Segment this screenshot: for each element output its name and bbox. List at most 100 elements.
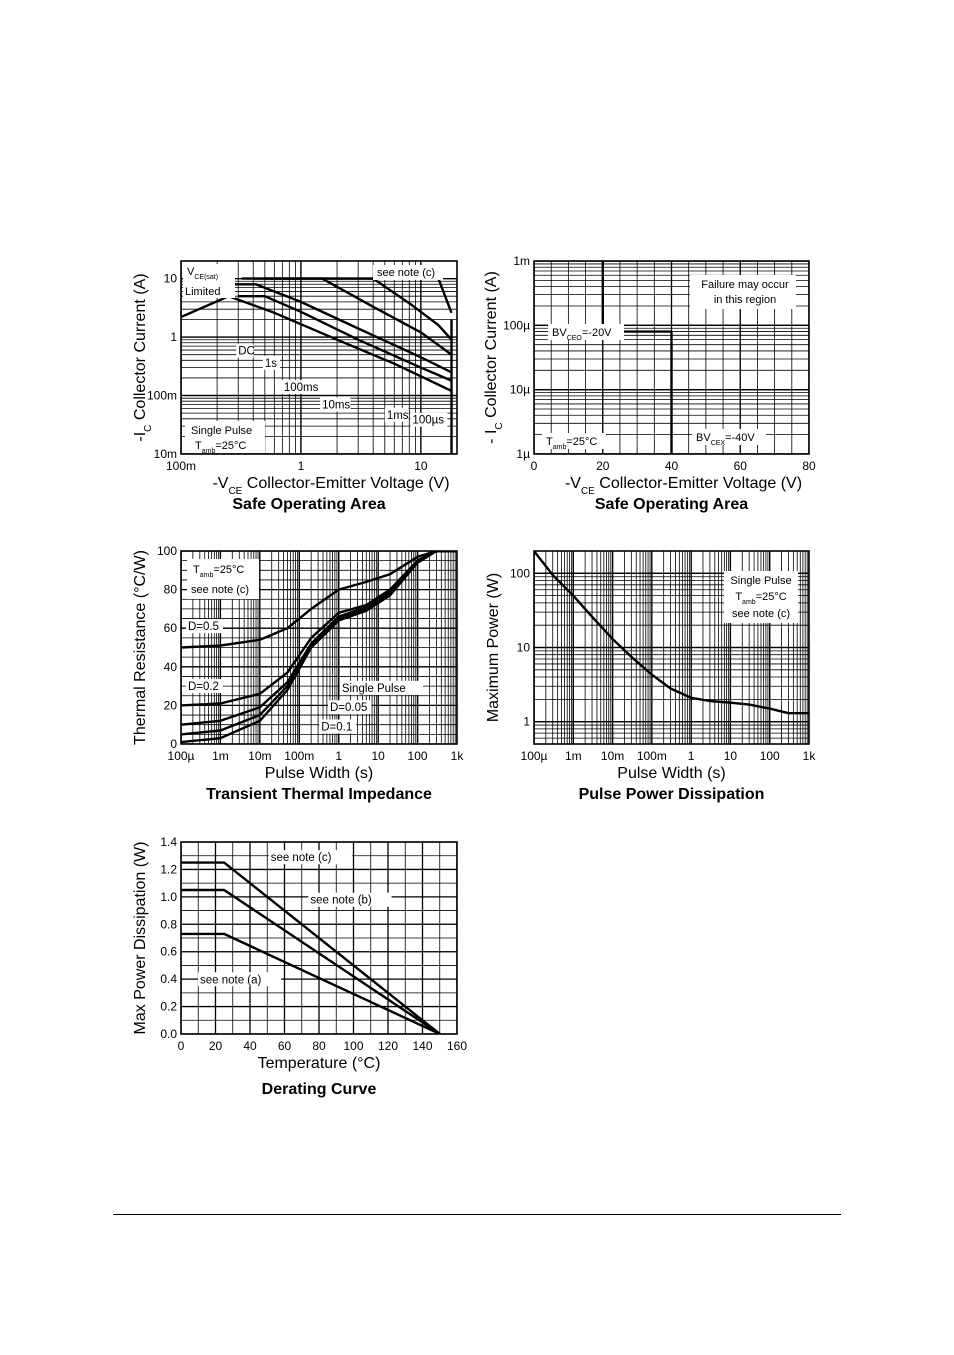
x-tick-label: 100 <box>408 749 428 763</box>
chart-soa-linear: 0 20 40 60 80 1µ 10µ 100µ 1m Failure may occur in … <box>483 254 816 513</box>
series-line <box>534 551 809 715</box>
bvcex-label: BVCEX=-40V <box>696 432 755 447</box>
curve-label-backdrop <box>319 719 357 734</box>
failure-label-2: in this region <box>714 294 776 306</box>
series-line <box>181 551 457 744</box>
x-axis-title-part: CE <box>228 486 242 497</box>
curve-label: D=0.2 <box>188 681 219 693</box>
y-tick-label: 0.8 <box>160 917 177 931</box>
x-axis-title: -VCE Collector-Emitter Voltage (V) <box>565 475 802 497</box>
bvceo-label: BVCEO=-20V <box>552 327 612 342</box>
series-line <box>601 261 673 454</box>
y-tick-label: 60 <box>164 621 178 635</box>
footer-rule <box>113 1214 841 1215</box>
x-tick-label: 80 <box>312 1039 326 1053</box>
x-tick-label: 100m <box>284 749 314 763</box>
series-line <box>181 551 457 649</box>
x-tick-label: 100m <box>166 459 196 473</box>
x-tick-label: 10m <box>248 749 271 763</box>
y-tick-label: 0.4 <box>160 972 177 986</box>
tamb-label-part: amb <box>200 572 214 579</box>
x-axis-title-part: Collector-Emitter Voltage (V) <box>242 475 449 492</box>
tamb-label-part: =25°C <box>756 591 787 603</box>
y-tick-label: 20 <box>164 698 178 712</box>
y-axis-title: Maximum Power (W) <box>485 573 502 722</box>
curve-label: 1s <box>265 358 277 370</box>
x-axis-title: Pulse Width (s) <box>265 765 373 782</box>
single-pulse-label: Single Pulse <box>730 575 791 587</box>
label-backdrop <box>185 421 265 453</box>
series-line <box>181 932 441 1034</box>
curve-label-backdrop <box>268 850 352 865</box>
curve-label: D=0.05 <box>330 702 367 714</box>
x-tick-label: 1k <box>451 749 465 763</box>
y-tick-label: 0.0 <box>160 1027 177 1041</box>
curve-label: 100ms <box>284 382 319 394</box>
x-tick-label: 0 <box>178 1039 185 1053</box>
x-tick-label: 1 <box>335 749 342 763</box>
x-tick-label: 1 <box>298 459 305 473</box>
tamb-label-part: amb <box>742 599 756 606</box>
failure-label-1: Failure may occur <box>701 279 789 291</box>
series-group <box>181 551 457 744</box>
x-tick-label: 1m <box>212 749 229 763</box>
single-pulse-label: Single Pulse <box>191 425 252 437</box>
x-tick-label: 140 <box>412 1039 432 1053</box>
y-tick-label: 1.4 <box>160 835 177 849</box>
tamb-label-part: T <box>546 436 553 448</box>
curve-label-backdrop <box>185 619 223 634</box>
tamb-label: Tamb=25°C <box>735 591 786 606</box>
series-line <box>234 283 453 374</box>
series-group <box>601 261 673 454</box>
label-backdrop <box>692 429 766 445</box>
tamb-label-part: =25°C <box>213 564 244 576</box>
y-tick-label: 40 <box>164 660 178 674</box>
y-tick-label: 1 <box>170 330 177 344</box>
curve-label: 10ms <box>322 400 350 412</box>
label-backdrop <box>542 433 606 449</box>
x-tick-label: 60 <box>734 459 748 473</box>
x-axis-title-part: -V <box>212 475 228 492</box>
y-tick-label: 1µ <box>516 447 530 461</box>
tamb-label-part: amb <box>553 444 567 451</box>
y-axis-title: -IC Collector Current (A) <box>132 273 154 441</box>
tamb-label-part: =25°C <box>566 436 597 448</box>
curve-label-backdrop <box>197 972 282 987</box>
y-tick-label: 0.2 <box>160 1000 177 1014</box>
chart-title: Safe Operating Area <box>232 496 385 513</box>
x-axis-title-part: -V <box>565 475 581 492</box>
bvceo-label-part: CEO <box>567 335 583 342</box>
bvceo-label-part: =-20V <box>582 327 612 339</box>
tamb-label-part: T <box>735 591 742 603</box>
tamb-label-part: T <box>193 564 200 576</box>
x-tick-label: 100µ <box>168 749 195 763</box>
tamb-label: Tamb=25°C <box>193 564 244 579</box>
curve-label: see note (b) <box>310 895 372 907</box>
label-backdrop <box>548 324 624 340</box>
y-tick-label: 0.6 <box>160 945 177 959</box>
x-tick-label: 160 <box>447 1039 467 1053</box>
label-backdrop <box>183 264 235 298</box>
curve-label-backdrop <box>327 700 372 715</box>
label-backdrop <box>187 559 259 599</box>
y-tick-label: 1.2 <box>160 862 177 876</box>
x-tick-label: 10 <box>414 459 428 473</box>
x-axis-title-part: CE <box>581 486 595 497</box>
chart-title: Derating Curve <box>262 1081 377 1098</box>
x-axis-title: Temperature (°C) <box>258 1055 381 1072</box>
chart-pulse-power: 100µ 1m 10m 100m 1 10 100 1k 1 10 100 Single Pulse T… <box>485 550 816 803</box>
x-tick-label: 20 <box>209 1039 223 1053</box>
y-tick-label: 1m <box>513 254 530 268</box>
x-tick-label: 40 <box>243 1039 257 1053</box>
bvcex-label-part: BV <box>696 432 711 444</box>
y-tick-label: 100 <box>510 566 530 580</box>
y-tick-label: 10µ <box>510 383 530 397</box>
chart-title: Transient Thermal Impedance <box>206 786 432 803</box>
series-line <box>238 295 452 382</box>
curve-label: D=0.1 <box>321 721 352 733</box>
y-axis-title: - IC Collector Current (A) <box>483 271 505 444</box>
x-tick-label: 10 <box>724 749 738 763</box>
series-line <box>181 888 441 1034</box>
